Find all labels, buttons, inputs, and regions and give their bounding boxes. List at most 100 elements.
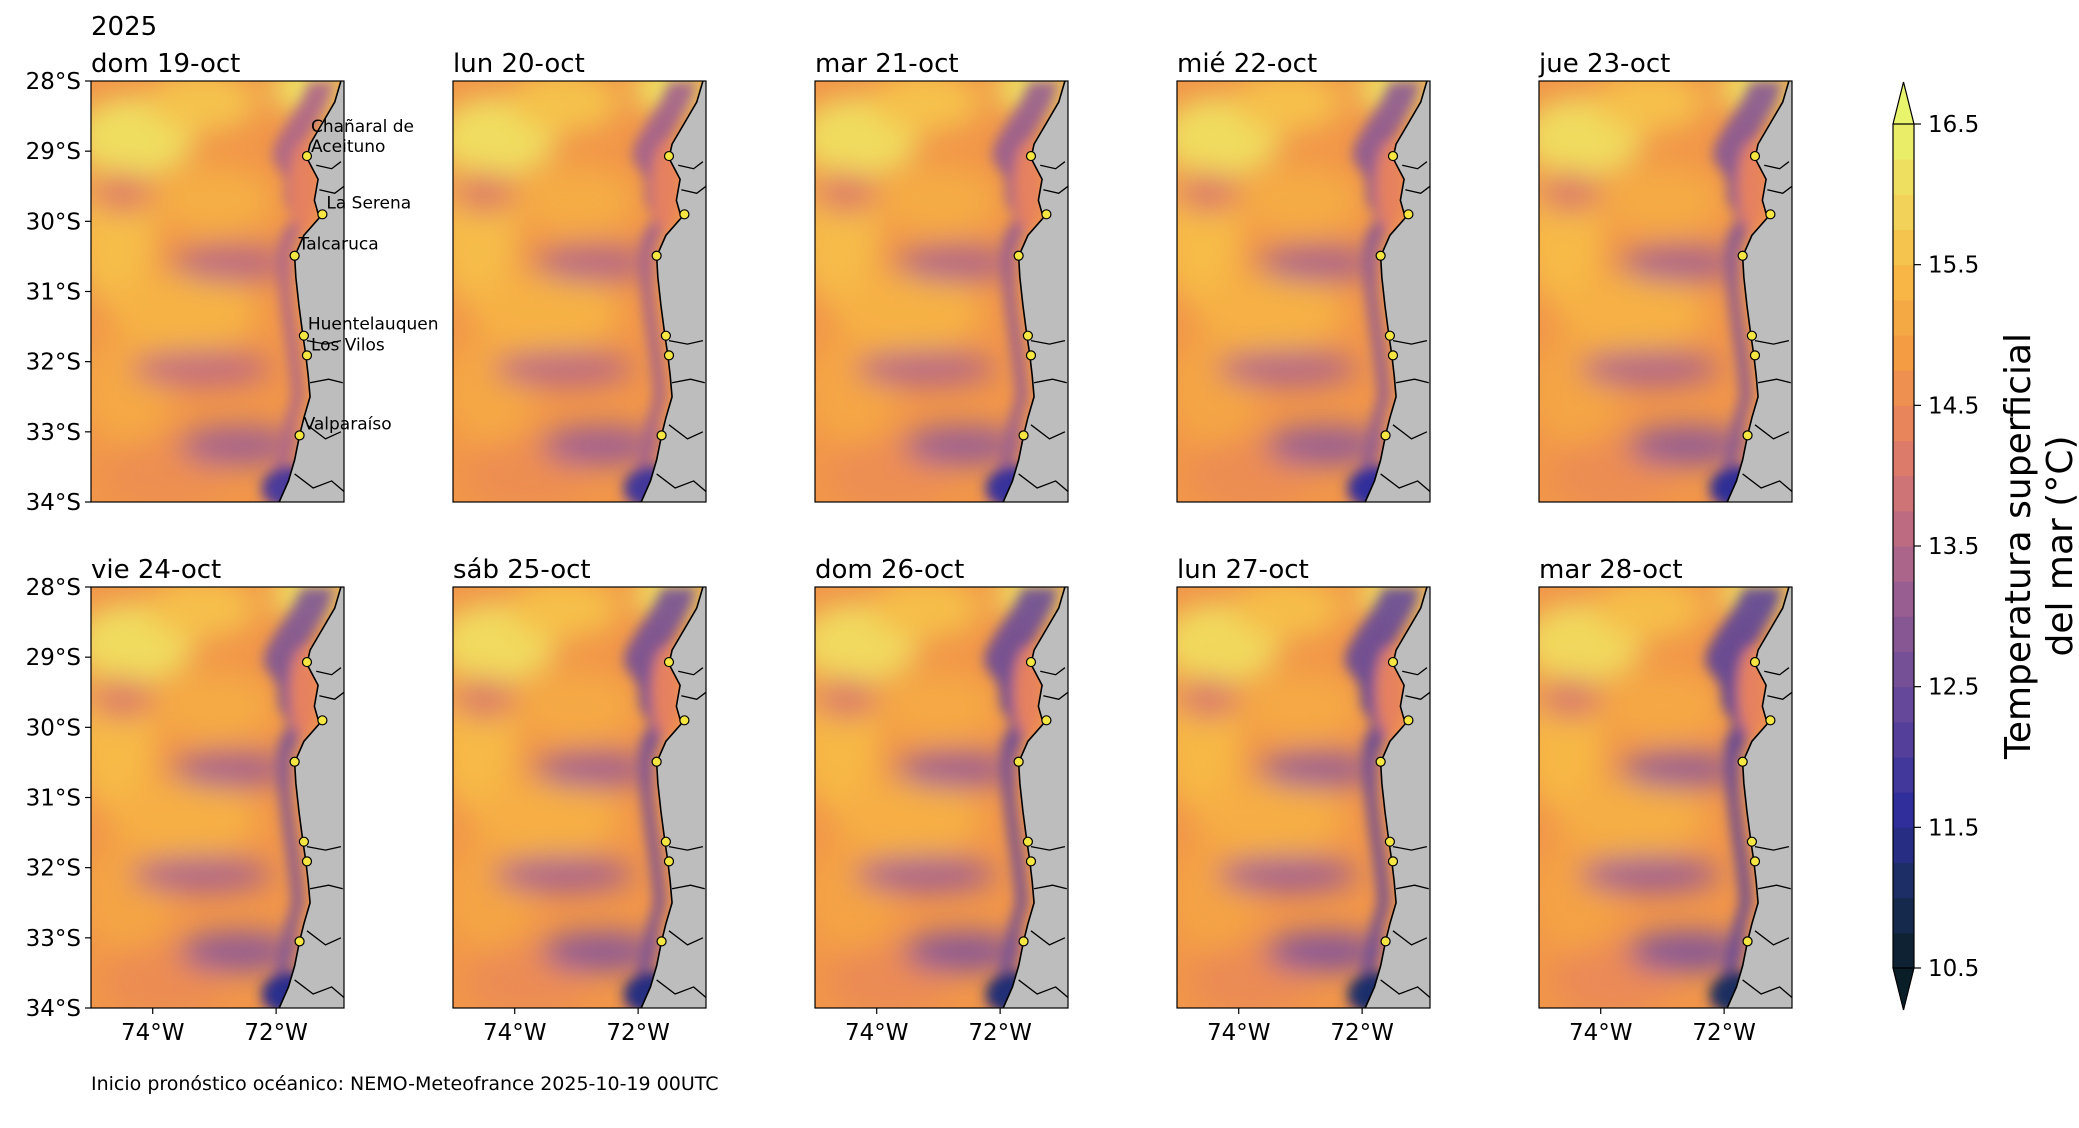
sst-feature (1258, 245, 1379, 282)
sst-feature (541, 425, 662, 466)
x-tick-label: 72°W (968, 1020, 1032, 1046)
sst-feature (1265, 425, 1386, 466)
coastline (1726, 81, 1790, 502)
sst-feature (132, 856, 273, 893)
sst-feature (1539, 679, 1600, 720)
colorbar-band (1893, 229, 1914, 266)
coastline (640, 587, 704, 1008)
x-tick-label: 74°W (1569, 1020, 1633, 1046)
panel-frame (1176, 80, 1431, 503)
land-mass (1727, 587, 1792, 1008)
sst-feature (1539, 173, 1600, 214)
sst-feature (1240, 671, 1361, 742)
sst-feature (815, 334, 898, 445)
colorbar-tick-label: 16.5 (1928, 112, 1979, 138)
region-border (668, 424, 704, 440)
region-border (294, 979, 344, 998)
region-border (1033, 884, 1067, 890)
panel-frame (452, 586, 707, 1009)
sst-feature (1595, 81, 1706, 133)
region-border (306, 845, 342, 851)
sst-feature (1265, 931, 1386, 972)
region-border (294, 473, 344, 492)
colorbar-band (1893, 721, 1914, 758)
region-border (1405, 691, 1430, 700)
land-mass (1003, 81, 1068, 502)
panel-title: jue 23-oct (1538, 49, 1670, 79)
sst-feature (108, 778, 259, 859)
location-label: Valparaíso (304, 414, 392, 434)
land-mass (641, 81, 706, 502)
location-marker (1387, 856, 1399, 867)
sst-feature (91, 679, 152, 720)
land-mass (279, 587, 344, 1008)
coastline (640, 81, 704, 502)
region-border (1754, 845, 1790, 851)
region-border (1767, 185, 1792, 194)
location-label: La Serena (326, 193, 411, 213)
colorbar-tick-label: 12.5 (1928, 675, 1979, 701)
location-marker (1025, 350, 1037, 361)
panel-frame (1538, 586, 1793, 1009)
location-marker (317, 209, 328, 220)
region-border (1402, 161, 1428, 170)
region-border (1742, 473, 1792, 492)
colorbar-band (1893, 440, 1914, 477)
panel-title: vie 24-oct (91, 555, 221, 585)
region-border (1380, 979, 1430, 998)
region-border (656, 473, 706, 492)
y-tick-label: 29°S (26, 645, 81, 671)
location-marker (301, 150, 313, 162)
location-marker (289, 756, 300, 767)
upwelling-zone (260, 587, 335, 1008)
colorbar-band (1893, 546, 1914, 582)
sst-feature (108, 272, 259, 353)
y-tick-label: 30°S (26, 715, 81, 741)
sst-feature (453, 679, 514, 720)
sst-map-panel (453, 81, 706, 502)
x-tick-label: 74°W (483, 1020, 547, 1046)
sst-feature (1620, 751, 1741, 788)
location-marker (1737, 756, 1748, 767)
sst-map-panel (91, 81, 344, 502)
y-tick-label: 32°S (26, 350, 81, 376)
location-marker (301, 656, 313, 668)
sst-feature (878, 165, 999, 236)
location-label: Chañaral de (311, 117, 414, 137)
sst-map-panel (815, 587, 1068, 1008)
y-tick-label: 34°S (26, 996, 81, 1022)
region-border (671, 884, 705, 890)
location-marker (301, 350, 313, 361)
region-border (316, 667, 342, 676)
map-panels: dom 19-oct 28°S 29°S 30°S 31°S 32°S 33°S 34°S Ch… (26, 49, 1793, 1046)
sst-map-panel (1539, 587, 1792, 1008)
location-marker (656, 430, 667, 441)
land-mass (1365, 587, 1430, 1008)
sst-feature (154, 671, 275, 742)
sst-map-panel (1177, 81, 1430, 502)
colorbar-band (1893, 510, 1914, 547)
sst-feature (1194, 778, 1345, 859)
sst-feature (903, 425, 1024, 466)
sst-feature (1556, 272, 1707, 353)
location-marker (301, 856, 313, 867)
sst-map-panel (815, 81, 1068, 502)
temperature-blobs (91, 81, 342, 502)
location-marker (1018, 430, 1029, 441)
location-marker (1403, 209, 1414, 220)
x-tick-label: 74°W (845, 1020, 909, 1046)
region-border (1395, 884, 1429, 890)
region-border (1754, 339, 1790, 345)
temperature-blobs (815, 587, 1066, 1008)
location-marker (1384, 836, 1395, 847)
location-marker (1765, 715, 1776, 726)
colorbar-band (1893, 792, 1914, 828)
colorbar-band (1893, 370, 1914, 406)
year-label: 2025 (91, 12, 157, 42)
sst-feature (815, 840, 898, 951)
x-tick-label: 72°W (1692, 1020, 1756, 1046)
sst-feature (832, 272, 983, 353)
sst-feature (453, 173, 514, 214)
location-marker (1749, 856, 1761, 867)
